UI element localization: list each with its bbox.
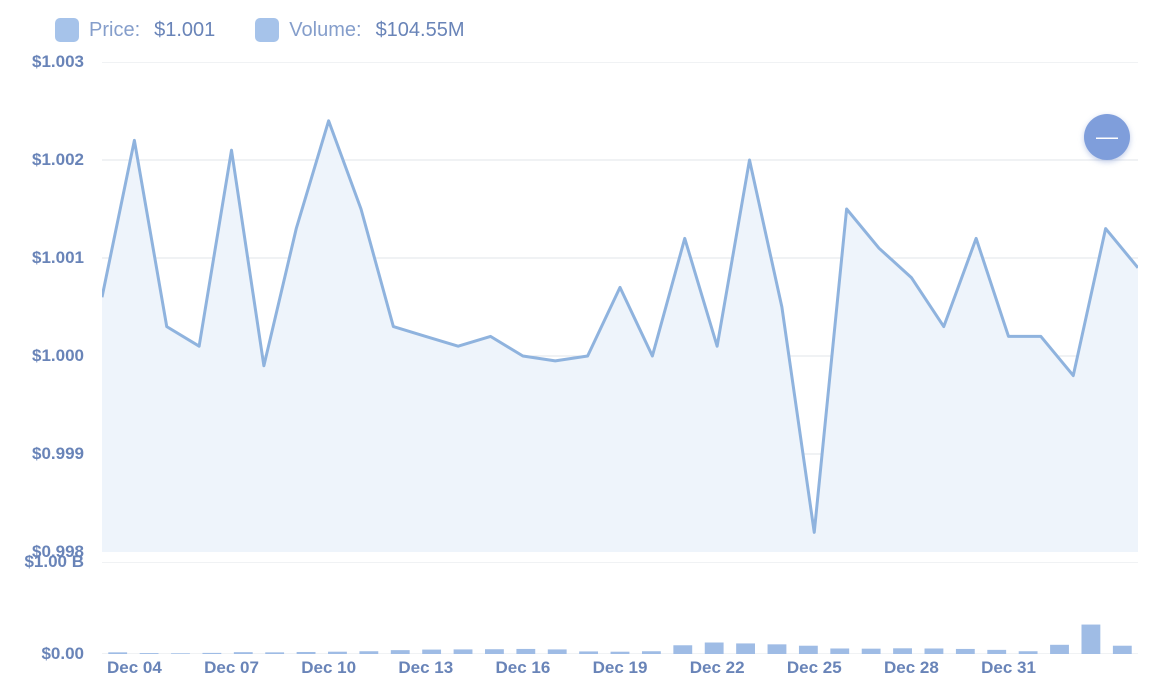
price-swatch bbox=[55, 18, 79, 42]
zoom-out-button[interactable]: — bbox=[1084, 114, 1130, 160]
price-label: Price: bbox=[89, 19, 140, 42]
volume-y-tick-label: $1.00 B bbox=[16, 552, 84, 572]
volume-label: Volume: bbox=[289, 19, 361, 42]
chart-container: — $0.998$0.999$1.000$1.001$1.002$1.003 $… bbox=[16, 62, 1138, 682]
x-tick-label: Dec 07 bbox=[204, 658, 259, 678]
price-plot-area[interactable]: — bbox=[102, 62, 1138, 552]
volume-svg bbox=[102, 562, 1138, 654]
x-tick-label: Dec 16 bbox=[495, 658, 550, 678]
price-y-tick-label: $1.003 bbox=[16, 52, 84, 72]
x-tick-label: Dec 13 bbox=[398, 658, 453, 678]
volume-y-tick-label: $0.00 bbox=[16, 644, 84, 664]
price-y-tick-label: $0.999 bbox=[16, 444, 84, 464]
price-y-tick-label: $1.002 bbox=[16, 150, 84, 170]
legend-item-volume[interactable]: Volume: $104.55M bbox=[255, 18, 464, 42]
x-axis-labels: Dec 04 Dec 07 Dec 10 Dec 13 Dec 16 Dec 19 Dec … bbox=[102, 658, 1138, 682]
x-tick-label: Dec 19 bbox=[593, 658, 648, 678]
price-y-tick-label: $1.000 bbox=[16, 346, 84, 366]
price-value: $1.001 bbox=[154, 19, 215, 42]
x-tick-label: Dec 31 bbox=[981, 658, 1036, 678]
minus-icon: — bbox=[1096, 124, 1118, 150]
price-chart[interactable]: — $0.998$0.999$1.000$1.001$1.002$1.003 bbox=[16, 62, 1138, 552]
volume-value: $104.55M bbox=[376, 19, 465, 42]
price-y-tick-label: $1.001 bbox=[16, 248, 84, 268]
volume-plot-area[interactable] bbox=[102, 562, 1138, 654]
x-tick-label: Dec 10 bbox=[301, 658, 356, 678]
x-tick-label: Dec 25 bbox=[787, 658, 842, 678]
x-tick-label: Dec 28 bbox=[884, 658, 939, 678]
x-tick-label: Dec 04 bbox=[107, 658, 162, 678]
legend-item-price[interactable]: Price: $1.001 bbox=[55, 18, 215, 42]
price-svg bbox=[102, 62, 1138, 552]
chart-legend: Price: $1.001 Volume: $104.55M bbox=[0, 0, 1154, 42]
x-tick-label: Dec 22 bbox=[690, 658, 745, 678]
volume-swatch bbox=[255, 18, 279, 42]
volume-chart[interactable]: $0.00$1.00 B bbox=[16, 562, 1138, 654]
